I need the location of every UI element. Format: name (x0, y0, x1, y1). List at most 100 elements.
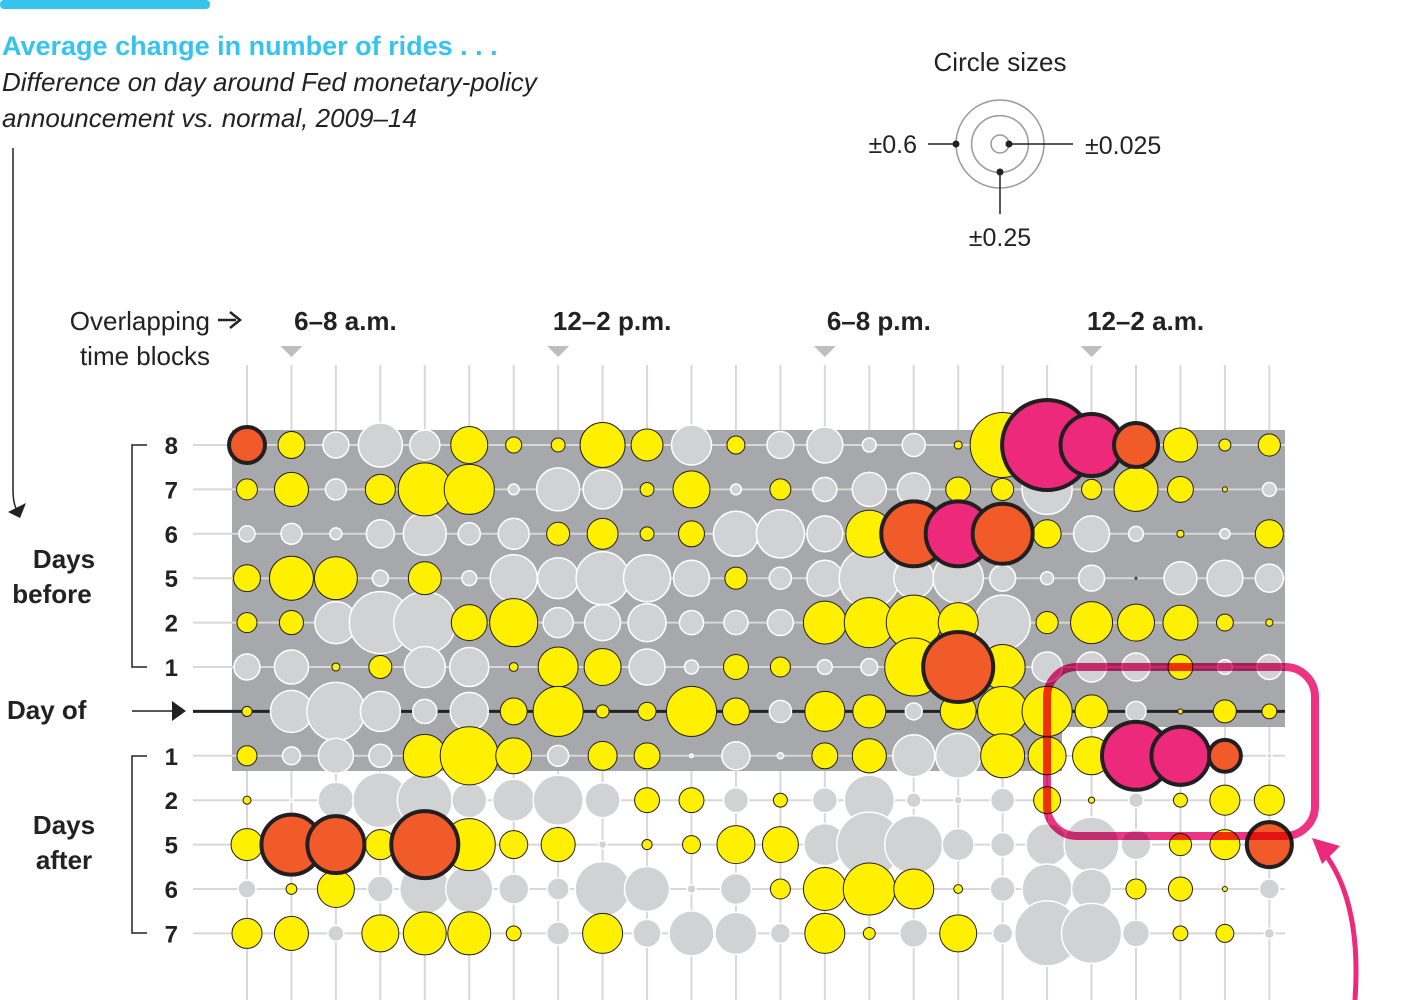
bubble-yellow (407, 561, 442, 596)
bubble-yellow (316, 870, 355, 908)
bubble-gray (507, 483, 520, 496)
bubble-gray (546, 877, 570, 901)
bubble-yellow (637, 701, 657, 721)
bubble-yellow (1215, 923, 1235, 943)
bubble-yellow (772, 792, 788, 808)
bubble-yellow (802, 867, 847, 911)
bubble-yellow (1221, 486, 1228, 493)
time-block-labels: 6–8 a.m. 12–2 p.m. 6–8 p.m. 12–2 a.m. (280, 306, 1204, 357)
bubble-yellow (769, 656, 791, 678)
bubble-gray (812, 476, 838, 503)
bubble-yellow (587, 740, 618, 771)
bubble-gray (721, 741, 751, 771)
bubble-gray (766, 608, 795, 637)
bubble-gray (366, 875, 395, 903)
row-label: 7 (165, 921, 178, 948)
bubble-yellow (1162, 427, 1198, 463)
bubble-yellow (1172, 792, 1188, 808)
bubble-yellow (1265, 618, 1274, 627)
highlight-box (1043, 663, 1319, 840)
bubble-yellow (1032, 519, 1062, 549)
bubble-gray (670, 424, 713, 466)
bubble-gray (233, 653, 261, 681)
bubble-gray (628, 648, 666, 686)
bubble-gray (584, 781, 621, 819)
bubble-gray (901, 432, 927, 458)
bubble-gray (1261, 481, 1278, 498)
bubble-gray (688, 753, 695, 759)
days-after-bracket (131, 755, 147, 934)
bubble-yellow (273, 471, 309, 507)
bubble-gray (806, 515, 844, 553)
row-label: 6 (165, 522, 178, 549)
bubble-yellow (331, 662, 341, 672)
bubble-gray (449, 691, 490, 732)
bubble-gray (542, 606, 574, 639)
bubble-orange (227, 425, 267, 465)
bubble-yellow (532, 685, 584, 737)
bubble-gray (448, 646, 490, 688)
bubble-yellow (583, 648, 622, 686)
bubble-gray (712, 510, 760, 558)
bubble-gray (497, 873, 530, 905)
bubble-gray (324, 478, 348, 501)
days-before-label-2: before (12, 579, 91, 609)
row-label: 7 (165, 477, 178, 504)
bubble-yellow (277, 431, 306, 459)
bubble-gray (1163, 560, 1198, 596)
bubble-gray (806, 559, 844, 597)
bubble-gray (991, 922, 1014, 945)
bubble-gray (491, 778, 536, 822)
bubble-gray (329, 527, 343, 541)
bubble-yellow (397, 462, 452, 517)
bubble-gray (273, 649, 310, 685)
bubble-gray (1206, 559, 1244, 597)
bubble-yellow (1134, 576, 1138, 580)
bubble-gray (1125, 700, 1147, 723)
bubble-gray (1254, 563, 1285, 593)
bubble-yellow (285, 883, 298, 895)
bubble-gray (402, 511, 448, 557)
bubble-gray (536, 556, 580, 600)
bubble-gray (1266, 752, 1273, 760)
bubble-orange (1112, 421, 1160, 469)
bubble-gray (450, 781, 488, 819)
bubble-gray (1072, 515, 1111, 553)
bubble-yellow (540, 827, 576, 863)
bubble-gray (816, 658, 834, 676)
circle-size-legend (928, 99, 1073, 214)
bubble-yellow (977, 685, 1029, 737)
bubble-gray (457, 521, 482, 546)
bubble-yellow (439, 726, 499, 786)
bubble-yellow (582, 912, 624, 954)
accent-bar (0, 0, 210, 9)
bubble-yellow (313, 556, 358, 601)
bubble-yellow (1177, 708, 1184, 715)
bubble-yellow (1257, 433, 1281, 457)
bubble-yellow (852, 694, 887, 729)
bubble-gray (317, 781, 355, 819)
day-of-arrow-head-icon (172, 701, 186, 721)
bubble-yellow (499, 830, 529, 860)
bubble-yellow (1254, 519, 1284, 549)
bubble-orange (1244, 820, 1294, 870)
bubble-yellow (761, 826, 799, 864)
bubble-yellow (1074, 694, 1109, 729)
legend-dot (952, 140, 960, 148)
bubble-gray (412, 698, 438, 725)
bubble-gray (1219, 527, 1231, 540)
bubble-yellow (672, 470, 711, 509)
bubble-yellow (236, 745, 258, 767)
bubble-gray (898, 918, 929, 949)
bubble-yellow (361, 914, 400, 953)
bubble-gray (489, 553, 538, 603)
bubble-gray (627, 602, 667, 643)
bubble-gray (583, 603, 622, 642)
bubble-yellow (723, 654, 749, 680)
bubble-yellow (633, 742, 661, 770)
bubble-gray (953, 795, 963, 805)
legend-label-large: ±0.6 (869, 131, 917, 159)
days-after-label-2: after (36, 845, 92, 875)
bubble-gray (632, 918, 662, 949)
